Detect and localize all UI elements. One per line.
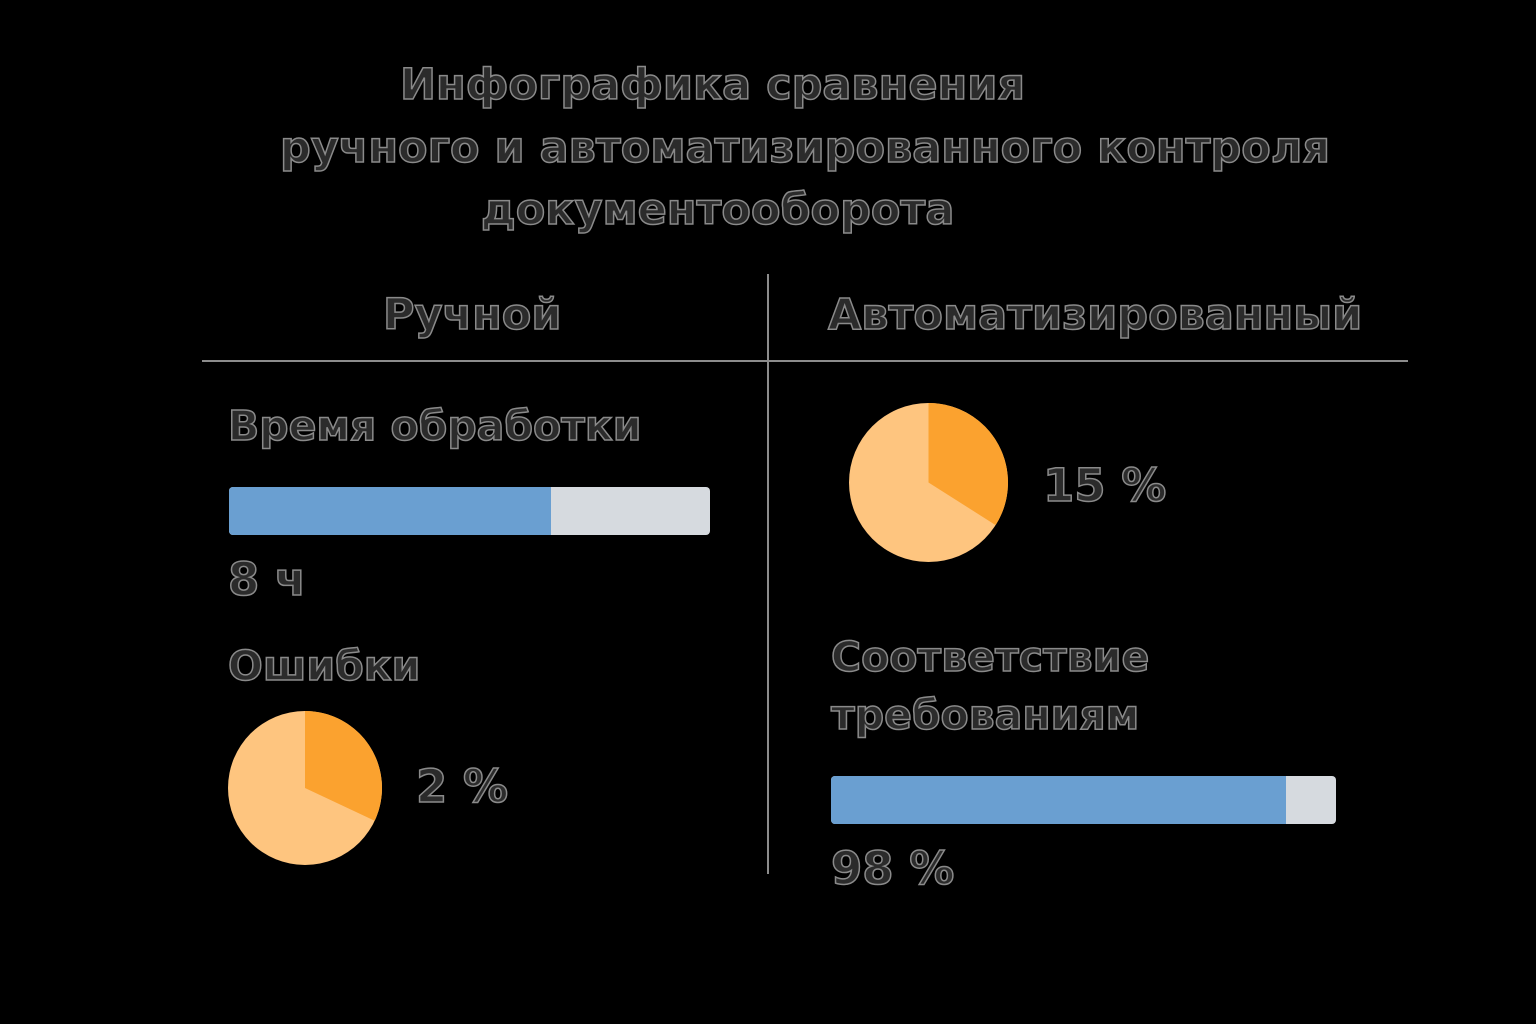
compliance-label-line-1: Соответствие — [830, 633, 1150, 681]
errors-pie-highlight-slice — [305, 711, 382, 821]
processing-time-bar-fill — [229, 487, 552, 535]
errors-value: 2 % — [415, 760, 509, 813]
compliance-value: 98 % — [830, 842, 955, 895]
compliance-label-line-2: требованиям — [830, 691, 1140, 739]
processing-time-bar-track — [229, 487, 710, 535]
errors-pie-chart — [228, 711, 382, 865]
compliance-bar-fill — [831, 776, 1286, 824]
horizontal-divider — [202, 360, 1408, 362]
title-line-3: документооборота — [480, 185, 955, 235]
compliance-bar-track — [831, 776, 1336, 824]
title-line-2: ручного и автоматизированного контроля — [279, 123, 1330, 173]
column-header-manual: Ручной — [382, 290, 562, 340]
title-line-1: Инфографика сравнения — [399, 60, 1025, 110]
column-header-automated: Автоматизированный — [827, 290, 1363, 340]
automated-pie-value: 15 % — [1042, 459, 1167, 512]
processing-time-value: 8 ч — [227, 553, 306, 606]
automated-pie-highlight-slice — [928, 403, 1008, 526]
processing-time-label: Время обработки — [227, 402, 642, 450]
vertical-divider — [767, 274, 769, 874]
automated-pie-chart — [849, 403, 1008, 562]
errors-label: Ошибки — [227, 642, 421, 690]
